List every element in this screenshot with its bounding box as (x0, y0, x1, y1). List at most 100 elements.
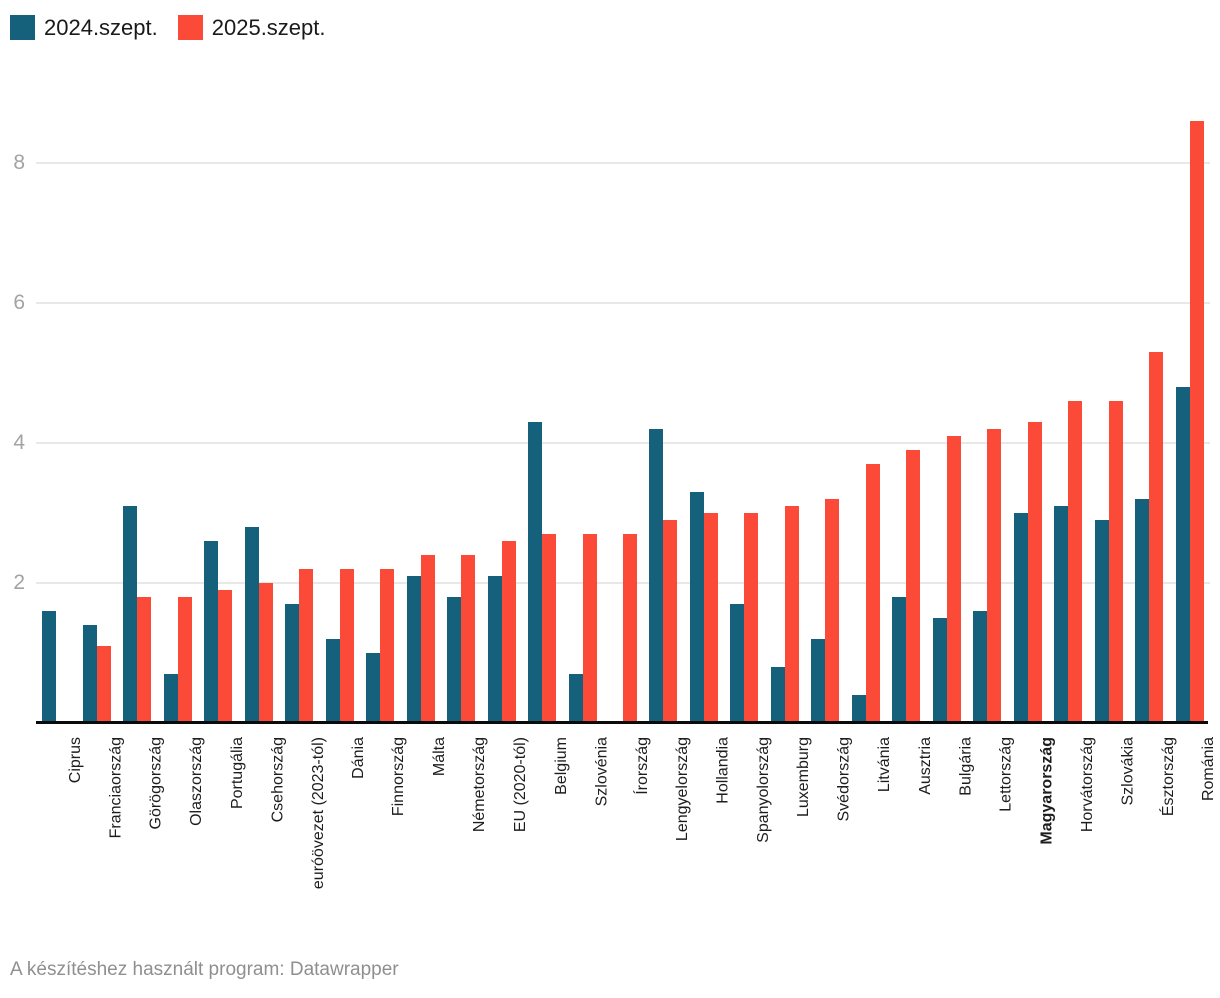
bar-2024-Lettország (973, 611, 988, 723)
gridline-6 (36, 302, 1210, 304)
bar-2025-Franciaország (96, 646, 111, 723)
bar-2024-Bulgária (932, 618, 947, 723)
bar-2024-Litvánia (851, 695, 866, 723)
bar-2024-Németország (447, 597, 462, 723)
bar-2025-Svédország (825, 499, 840, 723)
x-axis-label-Észtország: Észtország (1159, 737, 1177, 817)
bar-2025-Magyarország (1027, 422, 1042, 723)
bar-2025-Belgium (542, 534, 557, 723)
bar-2024-Horvátország (1054, 506, 1069, 723)
legend: 2024.szept. 2025.szept. (10, 15, 326, 40)
bar-2025-Spanyolország (744, 513, 759, 723)
bar-2024-Franciaország (82, 625, 97, 723)
bar-2025-Szlovénia (582, 534, 597, 723)
bar-2025-Lengyelország (663, 520, 678, 723)
x-axis-label-Ausztria: Ausztria (916, 737, 934, 795)
bar-2025-Portugália (218, 590, 233, 723)
x-axis-label-Magyarország: Magyarország (1038, 737, 1056, 845)
x-axis-label-Hollandia: Hollandia (714, 737, 732, 804)
x-axis-label-euróövezet (2023-tól): euróövezet (2023-tól) (309, 737, 327, 890)
bar-2025-Luxemburg (784, 506, 799, 723)
bar-2024-Görögország (123, 506, 138, 723)
bar-2024-Olaszország (163, 674, 178, 723)
x-axis-label-Litvánia: Litvánia (876, 737, 894, 793)
x-axis-label-Portugália: Portugália (228, 737, 246, 810)
bar-2025-Írország (623, 534, 637, 723)
bar-2025-EU (2020-tól) (501, 541, 516, 723)
x-axis-label-Dánia: Dánia (350, 737, 368, 779)
bar-2025-Litvánia (865, 464, 880, 723)
bar-2025-Hollandia (703, 513, 718, 723)
x-axis-label-Írország: Írország (633, 737, 651, 795)
x-axis-label-Olaszország: Olaszország (188, 737, 206, 826)
x-axis-label-Görögország: Görögország (147, 737, 165, 830)
bar-2025-Ausztria (906, 450, 921, 723)
x-axis-label-EU (2020-tól): EU (2020-tól) (512, 737, 530, 833)
bar-2024-Észtország (1135, 499, 1150, 723)
legend-label-2025: 2025.szept. (211, 15, 326, 40)
x-axis-label-Szlovákia: Szlovákia (1119, 737, 1137, 806)
bar-2024-Magyarország (1013, 513, 1028, 723)
x-axis-label-Ciprus: Ciprus (66, 737, 84, 784)
bar-2025-euróövezet (2023-tól) (299, 569, 314, 723)
bar-2025-Csehország (258, 583, 273, 723)
bar-2024-Csehország (244, 527, 259, 723)
bar-2024-Románia (1175, 387, 1190, 723)
x-axis-label-Spanyolország: Spanyolország (754, 737, 772, 843)
bar-2025-Lettország (987, 429, 1002, 723)
x-axis-label-Németország: Németország (471, 737, 489, 833)
x-axis-label-Lengyelország: Lengyelország (673, 737, 691, 842)
x-axis-label-Bulgária: Bulgária (957, 737, 975, 796)
legend-label-2024: 2024.szept. (44, 15, 158, 40)
x-axis-label-Luxemburg: Luxemburg (795, 737, 813, 818)
y-axis-tick-label: 6 (13, 291, 25, 314)
bar-2025-Horvátország (1068, 401, 1083, 723)
legend-swatch-2024 (10, 15, 35, 40)
x-axis-label-Belgium: Belgium (552, 737, 570, 795)
y-axis-tick-label: 2 (13, 571, 25, 594)
gridline-4 (36, 442, 1210, 444)
bar-2024-Dánia (325, 639, 340, 723)
bar-2024-Finnország (366, 653, 381, 723)
bar-2024-Málta (406, 576, 421, 723)
bar-2025-Románia (1189, 121, 1204, 723)
bar-2024-Szlovákia (1094, 520, 1109, 723)
bar-2025-Bulgária (946, 436, 961, 723)
x-axis-label-Lettország: Lettország (997, 737, 1015, 812)
bar-2024-Hollandia (689, 492, 704, 723)
x-axis-label-Horvátország: Horvátország (1078, 737, 1096, 833)
bar-2024-euróövezet (2023-tól) (285, 604, 300, 723)
legend-swatch-2025 (177, 15, 203, 40)
bar-2024-Svédország (811, 639, 826, 723)
bar-2025-Finnország (380, 569, 395, 723)
y-axis-tick-label: 8 (13, 151, 25, 174)
bar-2024-Ausztria (892, 597, 907, 723)
bar-2025-Németország (461, 555, 476, 723)
bar-2025-Szlovákia (1108, 401, 1123, 723)
legend-item-2025: 2025.szept. (177, 15, 326, 40)
x-axis-label-Szlovénia: Szlovénia (593, 737, 611, 807)
x-axis-label-Csehország: Csehország (269, 737, 287, 823)
bar-2024-Lengyelország (649, 429, 664, 723)
x-axis-label-Svédország: Svédország (835, 737, 853, 822)
legend-item-2024: 2024.szept. (10, 15, 158, 40)
bar-2024-EU (2020-tól) (487, 576, 502, 723)
bar-2024-Spanyolország (730, 604, 745, 723)
x-axis-label-Finnország: Finnország (390, 737, 408, 817)
bar-2024-Luxemburg (770, 667, 785, 723)
bar-2025-Málta (420, 555, 435, 723)
bar-2024-Ciprus (42, 611, 57, 723)
bar-2025-Észtország (1149, 352, 1164, 723)
bar-2024-Portugália (204, 541, 219, 723)
x-axis-line (36, 721, 1208, 724)
bar-2024-Belgium (528, 422, 543, 723)
attribution-text: A készítéshez használt program: Datawrap… (10, 959, 399, 980)
x-axis-label-Franciaország: Franciaország (107, 737, 125, 839)
bar-2024-Szlovénia (568, 674, 583, 723)
gridline-8 (36, 162, 1210, 164)
bar-2025-Dánia (339, 569, 354, 723)
bar-2025-Görögország (137, 597, 152, 723)
x-axis-label-Románia: Románia (1200, 737, 1218, 802)
bar-2025-Olaszország (177, 597, 192, 723)
x-axis-label-Málta: Málta (431, 737, 449, 777)
